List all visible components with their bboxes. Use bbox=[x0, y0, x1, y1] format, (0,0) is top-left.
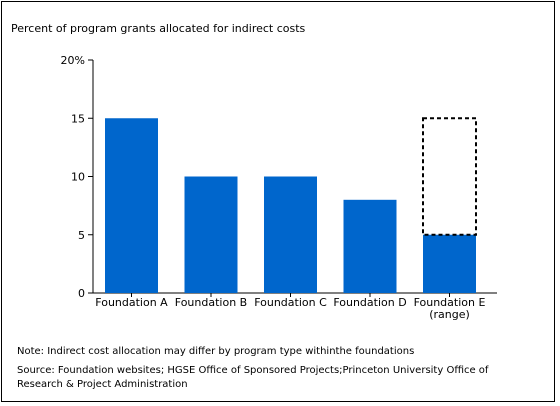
x-tick-label: Foundation A bbox=[95, 296, 168, 309]
x-tick-label: Foundation D bbox=[333, 296, 406, 309]
chart-note: Note: Indirect cost allocation may diffe… bbox=[17, 346, 415, 357]
chart-title: Percent of program grants allocated for … bbox=[11, 22, 306, 35]
y-tick-label: 15 bbox=[71, 112, 85, 125]
y-tick-label: 20% bbox=[61, 54, 85, 67]
x-tick-label: Foundation B bbox=[175, 296, 247, 309]
range-outline bbox=[422, 117, 477, 236]
chart-source: Source: Foundation websites; HGSE Office… bbox=[17, 365, 489, 390]
bar bbox=[423, 234, 476, 293]
bar bbox=[343, 199, 397, 293]
y-tick-label: 10 bbox=[71, 171, 85, 184]
y-tick-label: 5 bbox=[78, 229, 85, 242]
bar bbox=[105, 118, 158, 293]
x-tick-label: Foundation C bbox=[254, 296, 327, 309]
y-tick-label: 0 bbox=[78, 287, 85, 300]
x-tick-label: (range) bbox=[429, 308, 470, 321]
x-tick-label: Foundation E bbox=[414, 296, 486, 309]
bar bbox=[264, 176, 317, 293]
chart-frame bbox=[1, 1, 555, 402]
bar bbox=[184, 176, 238, 293]
